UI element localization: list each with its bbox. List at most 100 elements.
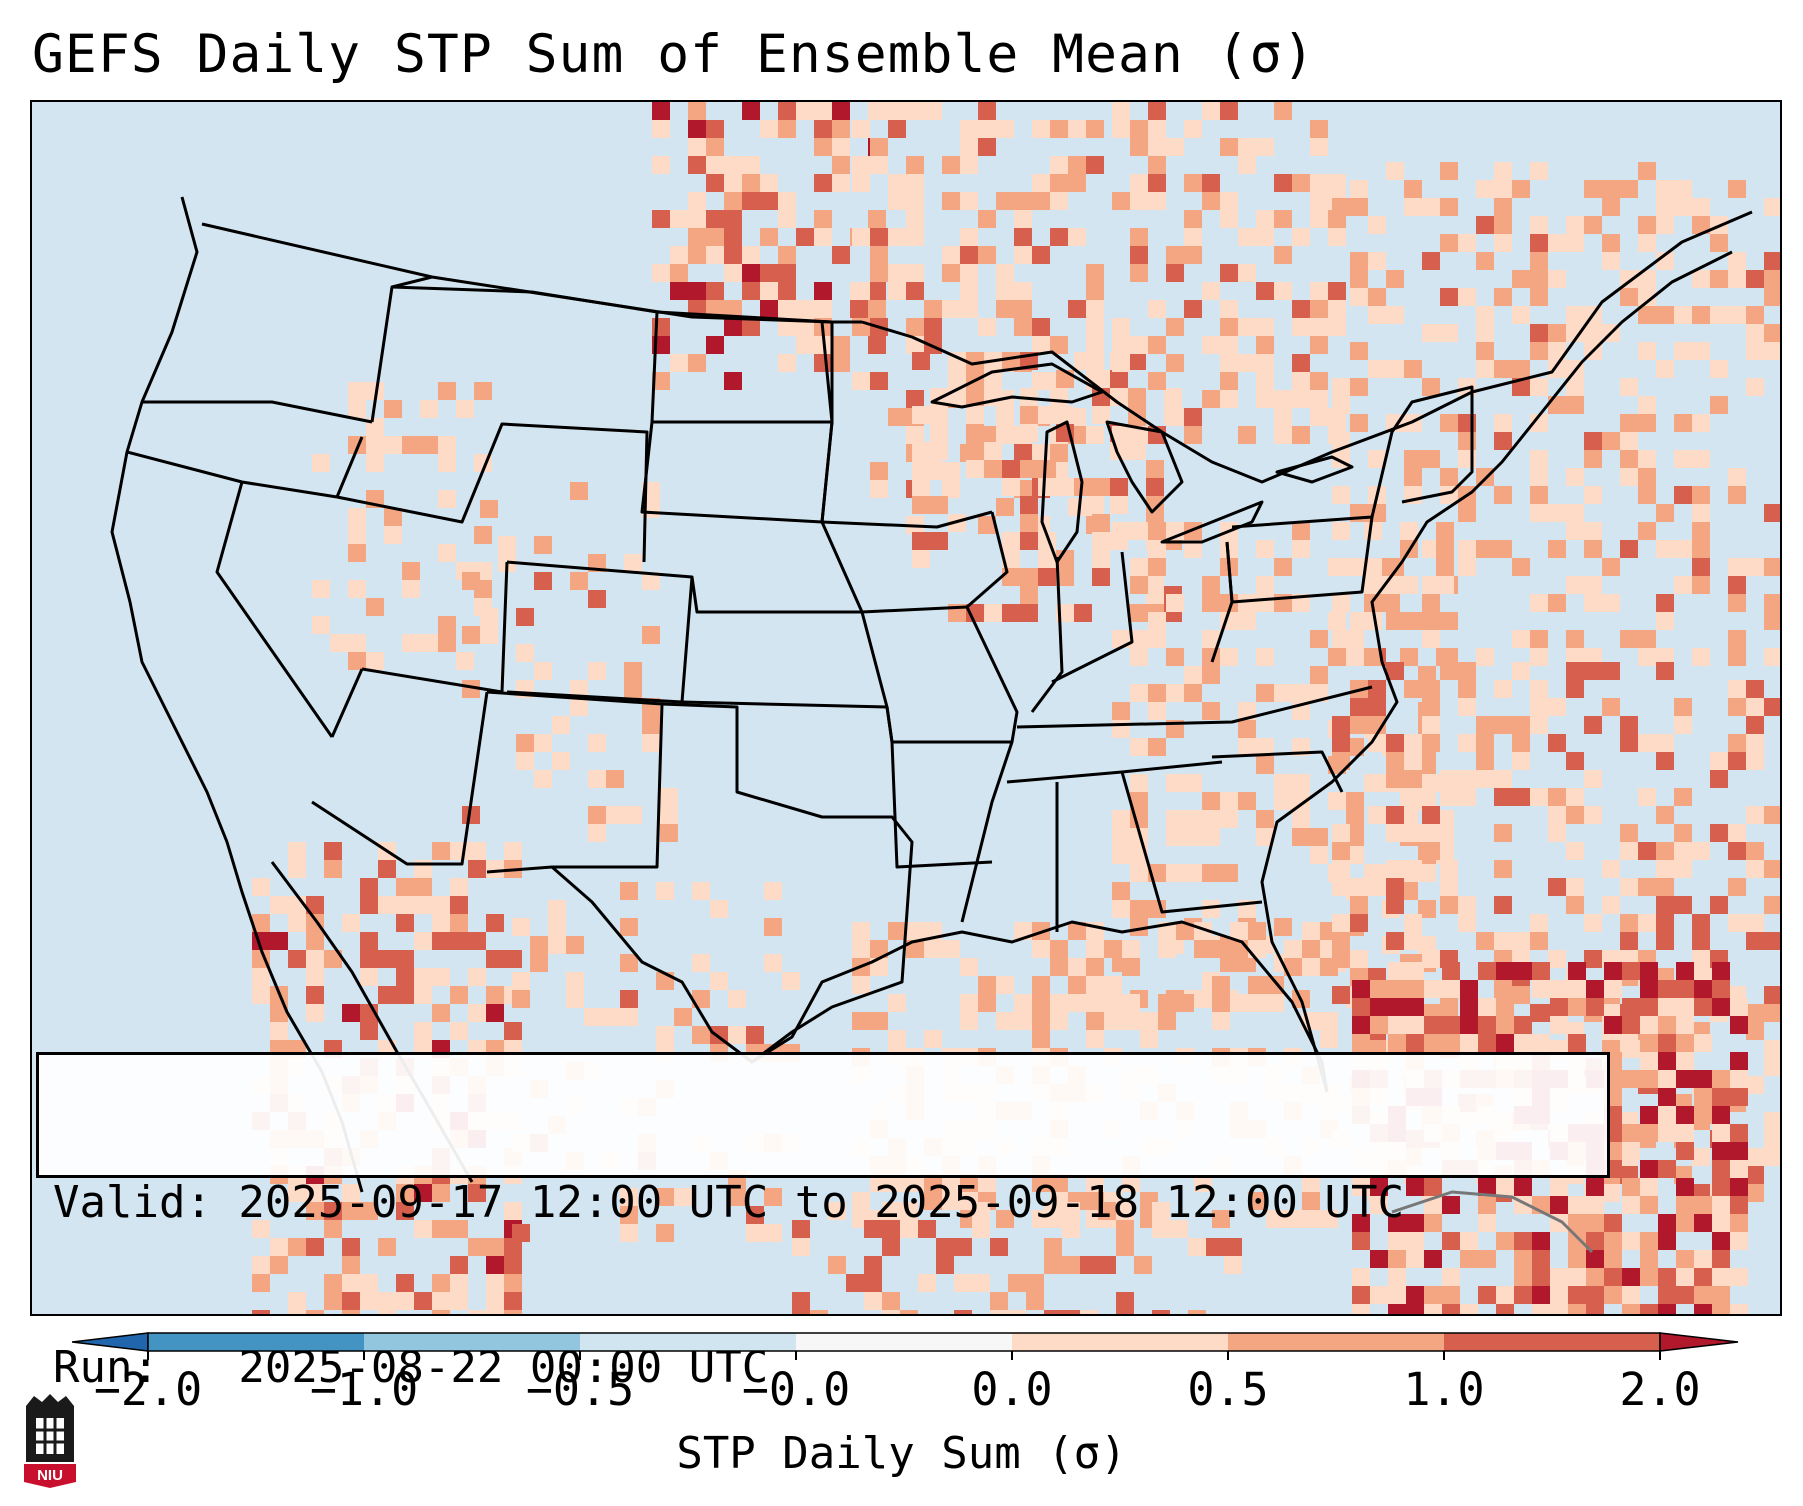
anomaly-cell (1530, 414, 1548, 432)
anomaly-cell (706, 156, 724, 174)
anomaly-cell (306, 968, 324, 986)
anomaly-cell (1568, 1286, 1586, 1304)
anomaly-cell (1656, 734, 1674, 752)
anomaly-cell (1638, 878, 1656, 896)
anomaly-cell (1184, 684, 1202, 702)
anomaly-cell (342, 1292, 360, 1310)
anomaly-cell (1248, 994, 1266, 1012)
anomaly-cell (1620, 914, 1638, 932)
anomaly-cell (864, 1256, 882, 1274)
anomaly-cell (1764, 612, 1780, 630)
anomaly-cell (900, 1202, 918, 1220)
anomaly-cell (778, 300, 796, 318)
anomaly-cell (832, 246, 850, 264)
anomaly-cell (1274, 102, 1292, 120)
anomaly-cell (846, 1274, 864, 1292)
anomaly-cell (1640, 980, 1658, 998)
great-lakes-border (861, 210, 1753, 484)
anomaly-cell (1346, 792, 1364, 810)
anomaly-cell (1128, 604, 1146, 622)
anomaly-cell (1746, 1166, 1764, 1184)
anomaly-cell (1764, 1148, 1780, 1166)
lake-erie (1160, 500, 1264, 544)
anomaly-cell (990, 1310, 1008, 1314)
anomaly-cell (1658, 1160, 1676, 1178)
anomaly-cell (1194, 940, 1212, 958)
anomaly-cell (348, 580, 366, 598)
anomaly-cell (1220, 594, 1238, 612)
anomaly-cell (1566, 630, 1584, 648)
anomaly-cell (1656, 360, 1674, 378)
anomaly-cell (1586, 1250, 1604, 1268)
anomaly-cell (1044, 1202, 1062, 1220)
anomaly-cell (1130, 264, 1148, 282)
anomaly-cell (1478, 1214, 1496, 1232)
anomaly-cell (1104, 976, 1122, 994)
anomaly-cell (852, 120, 870, 138)
anomaly-cell (1194, 1174, 1212, 1192)
anomaly-cell (724, 210, 742, 228)
anomaly-cell (1184, 774, 1202, 792)
anomaly-cell (1080, 1256, 1098, 1274)
anomaly-cell (1050, 228, 1068, 246)
anomaly-cell (1620, 288, 1638, 306)
anomaly-cell (1730, 1232, 1748, 1250)
anomaly-cell (566, 972, 584, 990)
anomaly-cell (270, 1256, 288, 1274)
anomaly-cell (1460, 980, 1478, 998)
anomaly-cell (1068, 498, 1086, 516)
anomaly-cell (1032, 1012, 1050, 1030)
anomaly-cell (1406, 1286, 1424, 1304)
anomaly-cell (548, 900, 566, 918)
anomaly-cell (930, 424, 948, 442)
anomaly-cell (324, 1292, 342, 1310)
anomaly-cell (552, 716, 570, 734)
anomaly-cell (724, 246, 742, 264)
anomaly-cell (1728, 306, 1746, 324)
anomaly-cell (1026, 1274, 1044, 1292)
anomaly-cell (1422, 540, 1440, 558)
anomaly-cell (1728, 468, 1746, 486)
anomaly-cell (1032, 372, 1050, 390)
anomaly-cell (1220, 210, 1238, 228)
anomaly-cell (1050, 940, 1068, 958)
anomaly-cell (1602, 558, 1620, 576)
anomaly-cell (1764, 1040, 1780, 1058)
anomaly-cell (1350, 342, 1368, 360)
anomaly-cell (1238, 612, 1256, 630)
anomaly-cell (912, 352, 930, 370)
anomaly-cell (888, 1030, 906, 1048)
anomaly-cell (942, 192, 960, 210)
anomaly-cell (378, 1310, 396, 1314)
border-ks-ok (681, 700, 888, 709)
anomaly-cell (1418, 612, 1436, 630)
anomaly-cell (670, 264, 688, 282)
anomaly-cell (792, 1292, 810, 1310)
anomaly-cell (252, 1256, 270, 1274)
anomaly-cell (832, 102, 850, 120)
anomaly-cell (1566, 378, 1584, 396)
anomaly-cell (1406, 1016, 1424, 1034)
anomaly-cell (870, 246, 888, 264)
anomaly-cell (1622, 1070, 1640, 1088)
anomaly-cell (966, 388, 984, 406)
anomaly-cell (342, 1184, 360, 1202)
anomaly-cell (1496, 1232, 1514, 1250)
anomaly-cell (1764, 594, 1780, 612)
anomaly-cell (814, 282, 832, 300)
anomaly-cell (1674, 698, 1692, 716)
anomaly-cell (1086, 940, 1104, 958)
anomaly-cell (1764, 558, 1780, 576)
anomaly-cell (888, 922, 906, 940)
anomaly-cell (1116, 1202, 1134, 1220)
anomaly-cell (1514, 1286, 1532, 1304)
anomaly-cell (1364, 864, 1382, 882)
anomaly-cell (642, 572, 660, 590)
anomaly-cell (642, 626, 660, 644)
anomaly-cell (414, 986, 432, 1004)
anomaly-cell (1692, 450, 1710, 468)
anomaly-cell (306, 896, 324, 914)
anomaly-cell (1586, 1214, 1604, 1232)
anomaly-cell (456, 652, 474, 670)
anomaly-cell (1730, 998, 1748, 1016)
